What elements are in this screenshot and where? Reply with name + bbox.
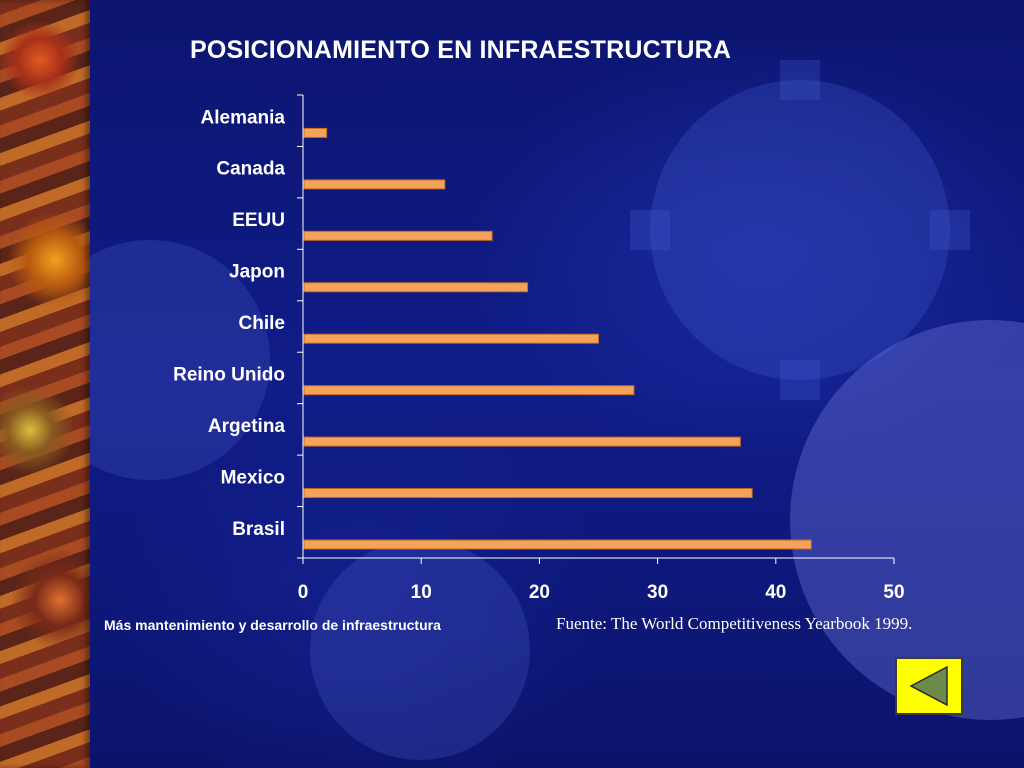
category-label: Brasil — [232, 519, 285, 540]
x-tick-label: 0 — [298, 582, 309, 603]
category-label: Reino Unido — [173, 365, 285, 386]
footnote-text: Más mantenimiento y desarrollo de infrae… — [104, 617, 441, 633]
x-tick-label: 40 — [765, 582, 786, 603]
triangle-left-icon — [909, 665, 948, 707]
bar-chart: Alemania Canada EEUU Japon Chile Reino Unido A… — [173, 94, 905, 603]
category-label: Canada — [216, 159, 285, 180]
bar-argetina — [303, 436, 741, 447]
x-tick-label: 10 — [411, 582, 432, 603]
bar-japon — [303, 282, 529, 293]
bar-canada — [303, 179, 446, 190]
source-citation: Fuente: The World Competitiveness Yearbo… — [556, 614, 913, 633]
bar-eeuu — [303, 230, 493, 241]
x-tick-label: 30 — [647, 582, 668, 603]
category-label: Chile — [239, 313, 285, 334]
category-label: Alemania — [201, 107, 286, 128]
bar-mexico — [303, 488, 753, 499]
back-button[interactable] — [895, 657, 963, 715]
slide-title: POSICIONAMIENTO EN INFRAESTRUCTURA — [190, 36, 732, 64]
bar-reino-unido — [303, 385, 635, 396]
bar-chile — [303, 333, 599, 344]
category-label: Mexico — [221, 467, 285, 488]
bar-brasil — [303, 539, 812, 550]
decorative-left-strip — [0, 0, 90, 768]
category-label: Japon — [229, 262, 285, 283]
x-tick-label: 50 — [883, 582, 904, 603]
x-tick-label: 20 — [529, 582, 550, 603]
category-label: Argetina — [208, 416, 286, 437]
bar-alemania — [303, 127, 328, 138]
category-label: EEUU — [232, 210, 285, 231]
